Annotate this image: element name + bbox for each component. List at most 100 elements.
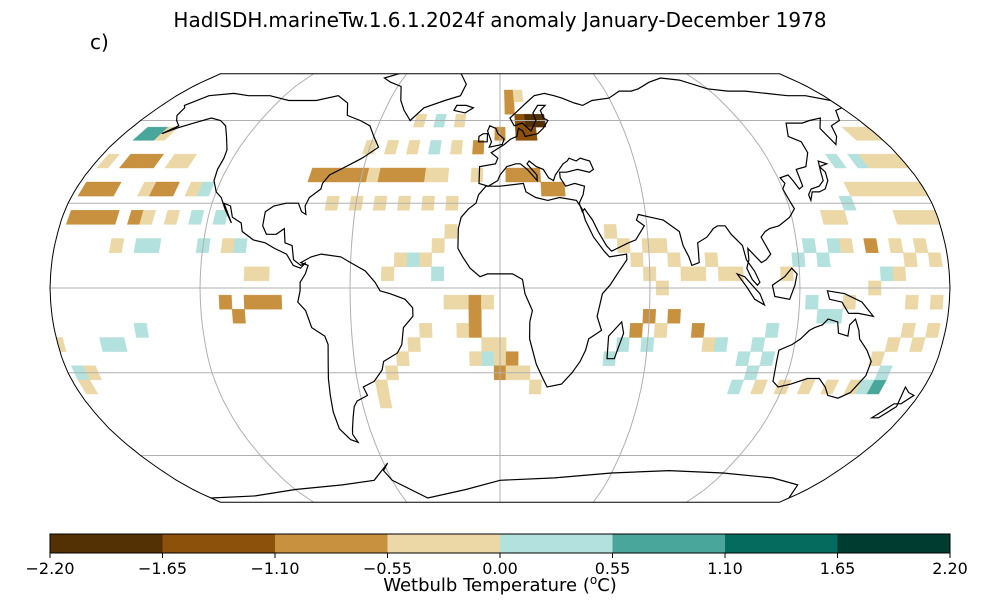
grid-cell [377,393,393,409]
colorbar-tick-label: 1.10 [707,559,743,578]
grid-cell [77,379,99,395]
colorbar-label: Wetbulb Temperature (oC) [0,573,1000,596]
coastline-uk [486,125,505,149]
colorbar-tick-label: 2.20 [932,559,968,578]
coastline-antarctica [211,462,799,499]
meridian--60 [349,73,408,503]
grid-cell [888,238,904,253]
grid-cell [796,379,816,395]
grid-cell [512,89,524,102]
colorbar-swatch [725,534,838,553]
grid-cell [395,351,410,366]
grid-cell [393,252,408,267]
grid-cell [175,153,198,169]
grid-cell [759,351,776,366]
colorbar-swatch [162,534,276,553]
colorbar-swatch [612,534,726,553]
meridian-120 [686,73,801,503]
grid-cell [667,309,681,324]
grid-cell [892,210,910,225]
grid-cell [764,323,780,338]
grid-cell [629,323,643,338]
grid-cell [925,323,941,338]
grid-cell [667,252,681,267]
grid-cell [525,126,538,141]
colorbar-tick-label: 0.00 [482,559,518,578]
coastline-new-zealand [869,385,916,419]
grid-cell [801,238,817,253]
grid-cell [900,323,916,338]
coastline-new-guinea [826,290,875,318]
meridian--120 [199,73,314,503]
world-map [49,73,951,503]
grid-cell [552,181,566,197]
grid-cell [232,238,248,253]
colorbar-swatch [387,534,501,553]
colorbar-tick-label: −2.20 [25,559,74,578]
colorbar-tick-label: 1.65 [820,559,856,578]
grid-cell [842,294,857,310]
grid-cell [824,153,847,169]
colorbar-swatch [500,534,613,553]
meridian-60 [592,73,651,503]
grid-cell [141,153,165,169]
coastline-borneo [771,267,798,300]
grid-cell [929,294,944,310]
grid-cell [912,238,929,253]
colorbar-swatch [50,534,163,553]
colorbar-tick-label: 0.55 [595,559,631,578]
grid-cell [704,252,719,267]
coastline-africa [457,182,628,388]
colorbar-tick-label: −0.55 [363,559,412,578]
grid-cell [139,210,156,225]
colorbar-frame [49,533,951,554]
grid-cell [528,379,542,395]
grid-cell [419,323,433,338]
grid-cell [750,379,768,395]
grid-cell [133,323,149,338]
grid-cell [407,337,421,352]
grid-cell [435,167,450,183]
grid-cell [450,140,463,155]
grid-cell [468,323,482,338]
grid-cell [615,337,630,352]
grid-cell [101,181,122,197]
grid-cell [406,140,421,155]
grid-cell [102,210,120,225]
grid-cell [188,210,205,225]
grid-cell [383,140,400,155]
coastline-greenland [383,73,467,122]
grid-cell [892,266,907,282]
grid-cell [504,101,515,115]
grid-cell [904,294,919,310]
coastline-eurasia [478,77,844,287]
grid-cell [160,181,180,197]
grid-cell [726,379,745,395]
colorbar-label-end: C) [597,575,617,596]
grid-cell [146,238,162,253]
grid-cell [472,140,485,155]
grid-cell [805,294,819,310]
coastline-australia [772,317,872,399]
grid-cell [431,266,445,282]
grid-cell [820,379,840,395]
grid-cell [108,238,125,253]
grid-cell [444,224,458,239]
grid-cell [653,238,668,253]
grid-cell [381,266,395,282]
graticule [50,73,950,503]
grid-cell [481,294,494,310]
grid-cell [838,238,854,253]
grid-cell [690,323,705,338]
grid-cell [212,210,229,225]
grid-cell [96,153,121,169]
colorbar-swatch [837,534,951,553]
grid-cell [927,252,943,267]
colorbar-tick-label: −1.10 [250,559,299,578]
coastline-madagascar [606,320,625,360]
map-title: HadISDH.marineTw.1.6.1.2024f anomaly Jan… [173,8,827,32]
coastline-japan [807,160,829,203]
coastline-iceland [453,104,475,114]
grid-cell [218,294,233,310]
